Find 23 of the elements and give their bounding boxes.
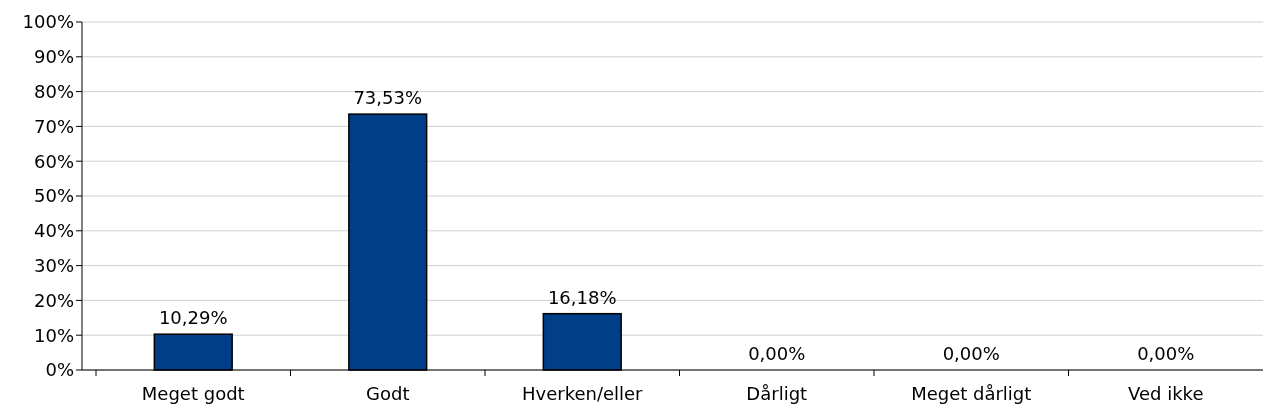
data-label: 73,53% [353, 87, 423, 109]
y-tick-label: 30% [33, 254, 74, 276]
x-tick-label: Ved ikke [1128, 383, 1204, 404]
x-tick-label: Hverken/eller [521, 383, 644, 404]
data-label: 0,00% [1137, 343, 1195, 364]
x-tick-label: Godt [366, 383, 410, 404]
y-tick-label: 100% [22, 11, 74, 33]
data-label: 0,00% [942, 343, 1000, 364]
y-tick-label: 20% [33, 289, 74, 311]
y-tick-label: 80% [33, 80, 74, 102]
y-tick-label: 50% [33, 185, 74, 207]
x-tick-label: Dårligt [746, 383, 808, 404]
y-tick-label: 0% [45, 359, 74, 381]
x-tick-label: Meget godt [141, 383, 245, 404]
y-tick-label: 10% [33, 324, 74, 346]
data-label: 0,00% [748, 343, 806, 364]
y-tick-label: 40% [33, 220, 74, 242]
y-tick-label: 70% [33, 115, 74, 137]
y-tick-label: 60% [33, 150, 74, 172]
y-tick-label: 90% [33, 46, 74, 68]
data-label: 10,29% [158, 307, 228, 329]
x-tick-label: Meget dårligt [911, 383, 1032, 404]
data-label: 16,18% [547, 286, 617, 308]
